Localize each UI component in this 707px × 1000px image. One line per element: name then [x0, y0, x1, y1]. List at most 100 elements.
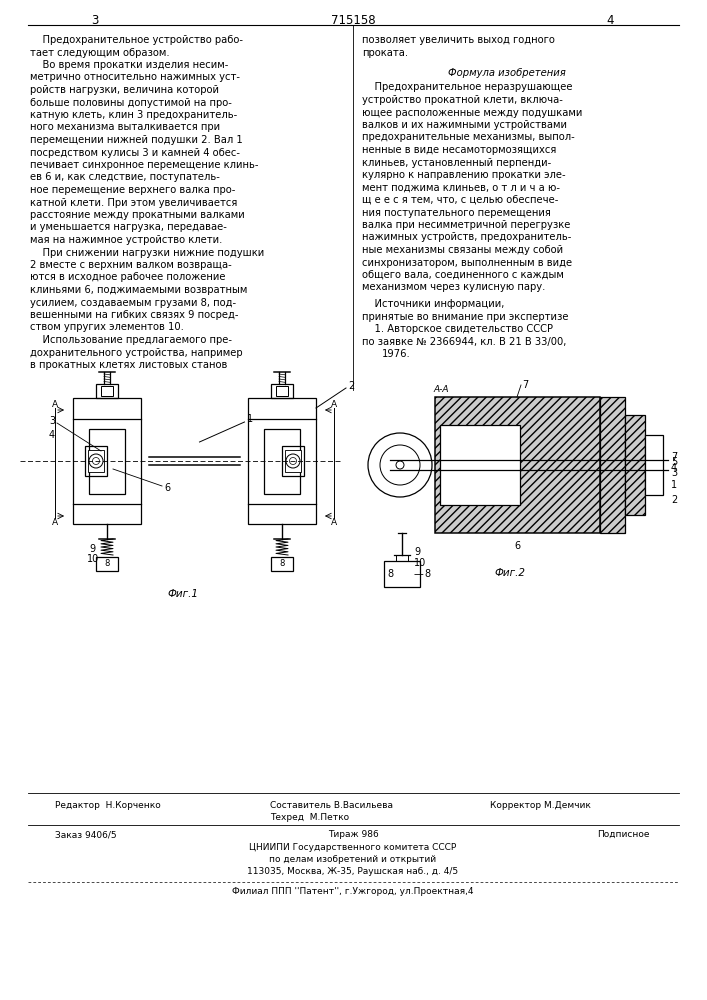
Circle shape	[396, 461, 404, 469]
Bar	[440, 425, 520, 505]
Text: Тираж 986: Тираж 986	[327, 830, 378, 839]
Text: 3: 3	[49, 416, 55, 426]
Text: посредством кулисы 3 и камней 4 обес-: посредством кулисы 3 и камней 4 обес-	[30, 147, 240, 157]
Text: ЦНИИПИ Государственного комитета СССР: ЦНИИПИ Государственного комитета СССР	[250, 843, 457, 852]
Text: усилием, создаваемым грузами 8, под-: усилием, создаваемым грузами 8, под-	[30, 298, 236, 308]
Text: ющее расположенные между подушками: ющее расположенные между подушками	[362, 107, 583, 117]
Bar	[435, 397, 600, 533]
Text: по заявке № 2366944, кл. В 21 В 33/00,: по заявке № 2366944, кл. В 21 В 33/00,	[362, 336, 566, 347]
Circle shape	[289, 458, 296, 464]
Text: мая на нажимное устройство клети.: мая на нажимное устройство клети.	[30, 235, 223, 245]
Text: ненные в виде несамотормозящихся: ненные в виде несамотормозящихся	[362, 145, 556, 155]
Text: 3: 3	[91, 14, 99, 27]
Text: 9: 9	[89, 544, 95, 554]
Text: 2: 2	[348, 381, 354, 391]
Text: 8: 8	[424, 569, 430, 579]
Text: 4: 4	[606, 14, 614, 27]
Text: ные механизмы связаны между собой: ные механизмы связаны между собой	[362, 245, 563, 255]
Text: вешенными на гибких связях 9 посред-: вешенными на гибких связях 9 посред-	[30, 310, 238, 320]
Text: 113035, Москва, Ж-35, Раушская наб., д. 4/5: 113035, Москва, Ж-35, Раушская наб., д. …	[247, 867, 459, 876]
Text: в прокатных клетях листовых станов: в прокатных клетях листовых станов	[30, 360, 228, 370]
Text: щ е е с я тем, что, с целью обеспече-: щ е е с я тем, что, с целью обеспече-	[362, 195, 559, 205]
Text: ния поступательного перемещения: ния поступательного перемещения	[362, 208, 551, 218]
Text: 1. Авторское свидетельство СССР: 1. Авторское свидетельство СССР	[362, 324, 553, 334]
Text: Подписное: Подписное	[597, 830, 650, 839]
Bar	[264, 428, 300, 493]
Text: механизмом через кулисную пару.: механизмом через кулисную пару.	[362, 282, 545, 292]
Text: ством упругих элементов 10.: ством упругих элементов 10.	[30, 322, 184, 332]
Text: клиньями 6, поджимаемыми возвратным: клиньями 6, поджимаемыми возвратным	[30, 285, 247, 295]
Text: больше половины допустимой на про-: больше половины допустимой на про-	[30, 98, 232, 107]
Text: 3: 3	[671, 468, 677, 478]
Text: по делам изобретений и открытий: по делам изобретений и открытий	[269, 855, 436, 864]
Bar	[96, 557, 118, 571]
Text: Использование предлагаемого пре-: Использование предлагаемого пре-	[30, 335, 232, 345]
Text: 6: 6	[514, 541, 520, 551]
Text: печивает синхронное перемещение клинь-: печивает синхронное перемещение клинь-	[30, 160, 259, 170]
Text: 4: 4	[49, 430, 55, 440]
Bar	[248, 398, 316, 524]
Text: позволяет увеличить выход годного: позволяет увеличить выход годного	[362, 35, 555, 45]
Bar	[625, 415, 645, 515]
Text: 9: 9	[414, 547, 420, 557]
Text: ного механизма выталкивается при: ного механизма выталкивается при	[30, 122, 220, 132]
Text: 10: 10	[414, 558, 426, 568]
Text: 8: 8	[387, 569, 393, 579]
Text: При снижении нагрузки нижние подушки: При снижении нагрузки нижние подушки	[30, 247, 264, 257]
Text: Предохранительное устройство рабо-: Предохранительное устройство рабо-	[30, 35, 243, 45]
Text: 4: 4	[671, 463, 677, 473]
Text: перемещении нижней подушки 2. Вал 1: перемещении нижней подушки 2. Вал 1	[30, 135, 243, 145]
Text: Фиг.2: Фиг.2	[494, 568, 525, 578]
Text: и уменьшается нагрузка, передавае-: и уменьшается нагрузка, передавае-	[30, 223, 227, 232]
Text: 7: 7	[671, 452, 677, 462]
Text: Корректор М.Демчик: Корректор М.Демчик	[490, 801, 591, 810]
Text: A: A	[331, 400, 337, 409]
Bar	[73, 398, 141, 524]
Bar	[85, 446, 107, 476]
Text: ев 6 и, как следствие, поступатель-: ев 6 и, как следствие, поступатель-	[30, 172, 220, 182]
Text: расстояние между прокатными валками: расстояние между прокатными валками	[30, 210, 245, 220]
Text: Фиг.1: Фиг.1	[168, 589, 199, 599]
Text: ются в исходное рабочее положение: ются в исходное рабочее положение	[30, 272, 226, 282]
Text: катной клети. При этом увеличивается: катной клети. При этом увеличивается	[30, 198, 238, 208]
Text: синхронизатором, выполненным в виде: синхронизатором, выполненным в виде	[362, 257, 572, 267]
Circle shape	[93, 458, 100, 464]
Text: предохранительные механизмы, выпол-: предохранительные механизмы, выпол-	[362, 132, 575, 142]
Text: кулярно к направлению прокатки эле-: кулярно к направлению прокатки эле-	[362, 170, 566, 180]
Bar	[96, 384, 118, 398]
Text: метрично относительно нажимных уст-: метрично относительно нажимных уст-	[30, 73, 240, 83]
Bar	[101, 386, 113, 396]
Text: тает следующим образом.: тает следующим образом.	[30, 47, 170, 57]
Text: 10: 10	[87, 554, 99, 564]
Text: 2 вместе с верхним валком возвраща-: 2 вместе с верхним валком возвраща-	[30, 260, 232, 270]
Text: A: A	[52, 400, 58, 409]
Text: мент поджима клиньев, о т л и ч а ю-: мент поджима клиньев, о т л и ч а ю-	[362, 182, 560, 192]
Text: A: A	[331, 518, 337, 527]
Bar	[276, 386, 288, 396]
Bar	[645, 435, 663, 495]
Text: общего вала, соединенного с каждым: общего вала, соединенного с каждым	[362, 270, 564, 280]
Text: Во время прокатки изделия несим-: Во время прокатки изделия несим-	[30, 60, 228, 70]
Text: 8: 8	[279, 560, 285, 568]
Bar	[285, 450, 301, 472]
Bar	[282, 446, 304, 476]
Text: Предохранительное неразрушающее: Предохранительное неразрушающее	[362, 83, 573, 93]
Text: нажимных устройств, предохранитель-: нажимных устройств, предохранитель-	[362, 232, 571, 242]
Text: клиньев, установленный перпенди-: клиньев, установленный перпенди-	[362, 157, 551, 167]
Text: 6: 6	[164, 483, 170, 493]
Text: катную клеть, клин 3 предохранитель-: катную клеть, клин 3 предохранитель-	[30, 110, 238, 120]
Bar	[384, 561, 420, 587]
Bar	[271, 384, 293, 398]
Text: 715158: 715158	[331, 14, 375, 27]
Text: 1976.: 1976.	[382, 349, 411, 359]
Text: принятые во внимание при экспертизе: принятые во внимание при экспертизе	[362, 312, 568, 322]
Text: валков и их нажимными устройствами: валков и их нажимными устройствами	[362, 120, 567, 130]
Text: Техред  М.Петко: Техред М.Петко	[270, 813, 349, 822]
Text: 2: 2	[671, 495, 677, 505]
Text: дохранительного устройства, например: дохранительного устройства, например	[30, 348, 243, 358]
Text: валка при несимметричной перегрузке: валка при несимметричной перегрузке	[362, 220, 571, 230]
Text: Заказ 9406/5: Заказ 9406/5	[55, 830, 117, 839]
Text: A: A	[52, 518, 58, 527]
Text: ное перемещение верхнего валка про-: ное перемещение верхнего валка про-	[30, 185, 235, 195]
Circle shape	[368, 433, 432, 497]
